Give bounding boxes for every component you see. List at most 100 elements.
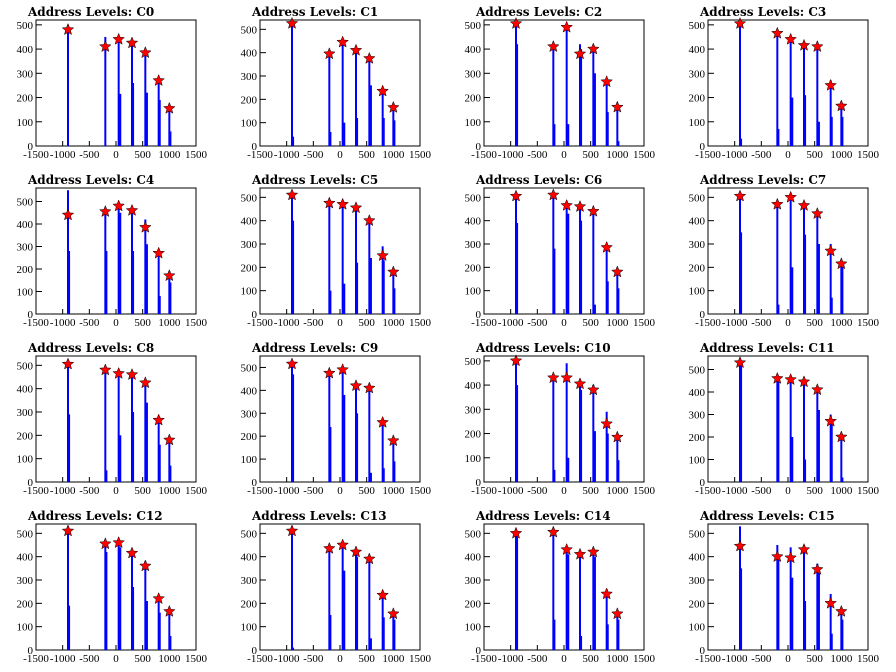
- bar: [593, 304, 596, 314]
- bar: [579, 44, 581, 146]
- bar: [343, 122, 346, 146]
- y-tick-label: 200: [465, 262, 482, 274]
- bar: [341, 542, 344, 650]
- x-tick-label: 0: [561, 485, 567, 497]
- bar: [158, 444, 161, 482]
- y-tick-label: 200: [17, 264, 34, 276]
- bar: [776, 32, 779, 146]
- star-marker: [285, 16, 299, 29]
- x-tick-label: 1500: [633, 485, 656, 497]
- bar: [117, 372, 120, 482]
- bar: [168, 271, 171, 314]
- bar: [840, 104, 843, 146]
- y-tick-label: 400: [17, 552, 34, 564]
- y-tick-label: 500: [465, 192, 482, 204]
- bar: [292, 220, 295, 314]
- bar: [328, 202, 331, 314]
- x-tick-label: 0: [113, 653, 119, 665]
- bar: [817, 573, 820, 650]
- bar: [157, 80, 160, 146]
- star-marker: [824, 596, 838, 609]
- x-tick-label: 1000: [606, 317, 629, 329]
- y-tick-label: 200: [17, 598, 34, 610]
- bar: [829, 80, 832, 146]
- bar: [592, 209, 595, 314]
- star-marker: [834, 430, 848, 443]
- bar: [355, 48, 357, 146]
- bar: [553, 124, 556, 146]
- x-tick-label: -1000: [274, 653, 300, 665]
- star-marker: [586, 204, 600, 217]
- bar: [565, 202, 568, 314]
- star-marker: [810, 383, 824, 396]
- x-tick-label: 1500: [185, 485, 208, 497]
- bar: [131, 374, 133, 482]
- star-marker: [362, 213, 376, 227]
- bar: [68, 605, 71, 650]
- y-tick-label: 0: [476, 645, 482, 657]
- x-tick-label: -500: [303, 317, 324, 329]
- y-tick-label: 300: [465, 404, 482, 416]
- bar: [291, 360, 293, 482]
- y-tick-label: 400: [689, 216, 706, 228]
- bar: [606, 433, 609, 482]
- x-tick-label: -1000: [498, 317, 524, 329]
- star-marker: [349, 545, 363, 558]
- x-tick-label: -1000: [50, 485, 76, 497]
- star-marker: [322, 366, 336, 379]
- bar: [565, 363, 568, 482]
- y-tick-label: 0: [476, 309, 482, 321]
- bar: [104, 540, 107, 650]
- bar: [777, 556, 780, 650]
- bar: [381, 246, 384, 314]
- star-marker: [733, 16, 747, 30]
- x-tick-label: 500: [806, 653, 823, 665]
- bar: [605, 80, 608, 146]
- x-tick-label: -1000: [722, 149, 748, 161]
- bar: [382, 617, 385, 650]
- bar: [132, 412, 135, 482]
- star-marker: [610, 430, 624, 443]
- y-tick-label: 100: [241, 286, 258, 298]
- y-tick-label: 100: [241, 118, 258, 130]
- star-marker: [138, 559, 152, 572]
- x-tick-label: -1500: [471, 485, 497, 497]
- x-tick-label: 0: [785, 485, 791, 497]
- bar: [552, 375, 555, 482]
- x-tick-label: -1500: [695, 149, 721, 161]
- star-marker: [162, 604, 176, 617]
- star-marker: [546, 525, 560, 538]
- bar: [777, 129, 780, 146]
- x-tick-label: 1500: [633, 317, 656, 329]
- bar: [368, 57, 371, 147]
- bar: [67, 526, 69, 650]
- x-tick-label: 500: [582, 653, 599, 665]
- x-tick-label: -1000: [274, 149, 300, 161]
- bar: [840, 608, 843, 650]
- star-marker: [560, 198, 574, 211]
- bar: [552, 528, 555, 650]
- y-tick-label: 300: [465, 239, 482, 251]
- bar: [381, 591, 384, 650]
- bar: [292, 647, 295, 650]
- star-marker: [162, 269, 176, 282]
- y-tick-label: 400: [465, 216, 482, 228]
- bar: [329, 132, 332, 146]
- x-tick-label: 0: [561, 149, 567, 161]
- bar: [105, 251, 108, 314]
- y-tick-label: 400: [465, 552, 482, 564]
- bar: [105, 552, 108, 650]
- star-marker: [376, 588, 390, 601]
- star-marker: [824, 78, 838, 91]
- bar: [579, 552, 581, 650]
- star-marker: [152, 413, 166, 426]
- x-tick-label: 0: [337, 317, 343, 329]
- x-tick-label: -1500: [695, 653, 721, 665]
- x-tick-label: 500: [806, 485, 823, 497]
- x-tick-label: -500: [527, 149, 548, 161]
- bar: [817, 410, 820, 482]
